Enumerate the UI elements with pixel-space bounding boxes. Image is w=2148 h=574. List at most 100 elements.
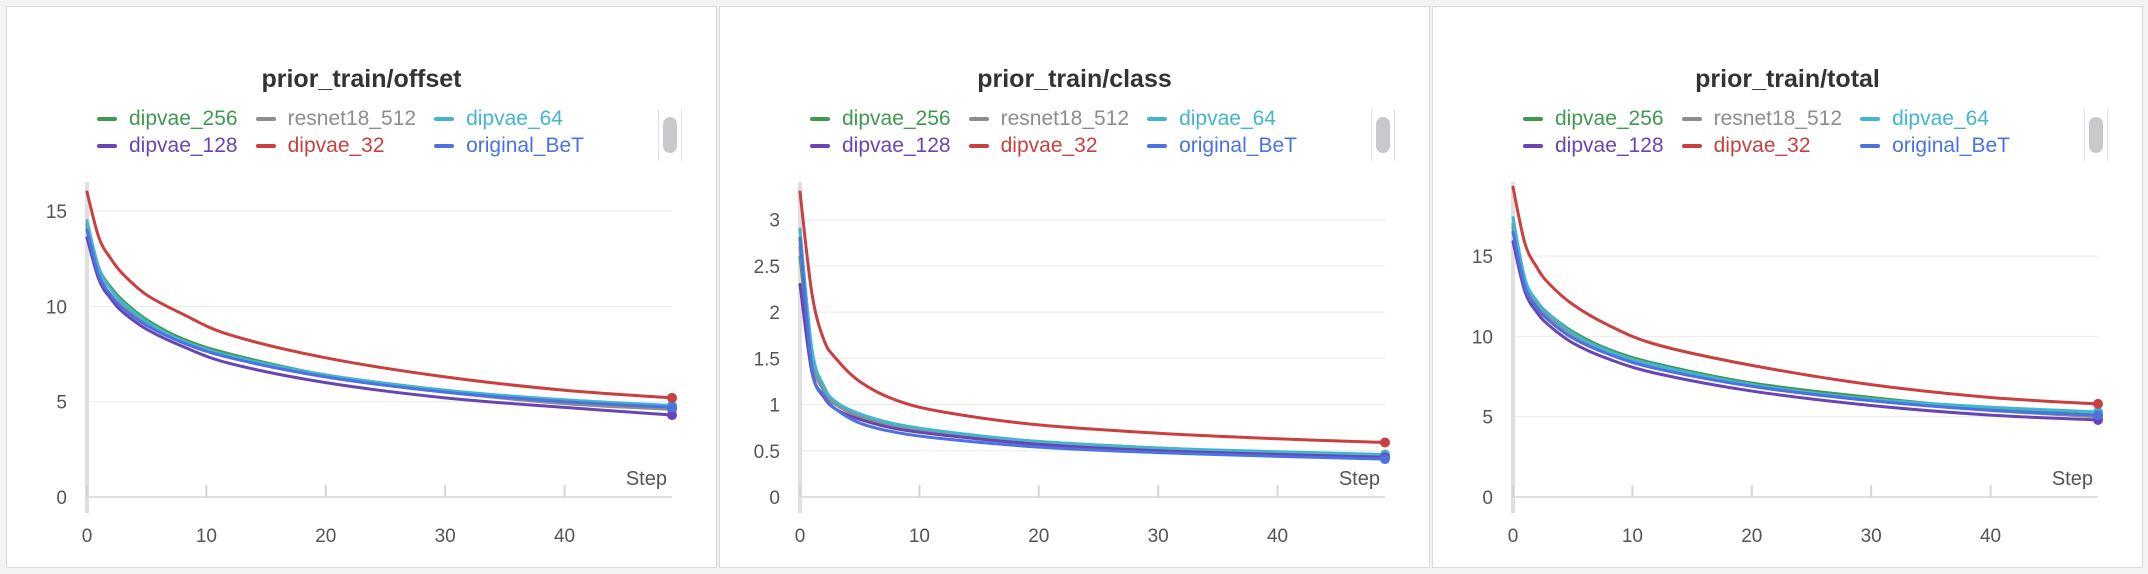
- legend-scrollbar[interactable]: [658, 109, 682, 161]
- legend-swatch: [968, 144, 989, 148]
- y-tick-label: 2.5: [754, 257, 780, 278]
- legend-item-original-bet[interactable]: original_BeT: [434, 134, 584, 158]
- series-endpoint-dipvae-128: [667, 410, 677, 421]
- legend-label: resnet18_512: [287, 107, 417, 130]
- chart-panel-total: prior_train/total dipvae_256 resnet18_51…: [1432, 6, 2143, 568]
- x-tick-label: 20: [1741, 526, 1762, 547]
- legend-scroll-thumb[interactable]: [663, 117, 677, 153]
- line-chart-offset: 0 5 10 15 0 10 20 30 40 Step: [46, 182, 677, 547]
- chart-panel-offset: prior_train/offset dipvae_256 resnet18_5…: [6, 6, 717, 568]
- line-chart-total: 0 5 10 15 0 10 20 30 40 Step: [1472, 182, 2103, 547]
- legend-swatch: [97, 117, 117, 121]
- legend-swatch: [1523, 144, 1543, 148]
- legend-label: dipvae_32: [287, 134, 385, 157]
- y-tick-label: 1.5: [754, 349, 780, 370]
- legend-scrollbar[interactable]: [2084, 109, 2108, 161]
- chart-legend: dipvae_256 resnet18_512 dipvae_64 dipvae…: [97, 107, 657, 158]
- chart-title: prior_train/offset: [261, 65, 462, 93]
- y-tick-label: 5: [56, 393, 67, 414]
- chart-legend: dipvae_256 resnet18_512 dipvae_64 dipvae…: [810, 107, 1370, 158]
- y-tick-label: 0.5: [754, 442, 780, 463]
- legend-swatch: [1147, 144, 1168, 148]
- y-tick-label: 2: [769, 303, 780, 324]
- legend-item-original-bet[interactable]: original_BeT: [1860, 134, 2010, 158]
- legend-item-dipvae-64[interactable]: dipvae_64: [1147, 107, 1297, 131]
- x-tick-label: 40: [1980, 526, 2001, 547]
- series-line-original-bet: [85, 228, 674, 409]
- x-tick-label: 20: [315, 526, 336, 547]
- legend-label: dipvae_32: [1000, 134, 1098, 157]
- legend-swatch: [1523, 117, 1543, 121]
- legend-item-dipvae-64[interactable]: dipvae_64: [1860, 107, 2010, 131]
- series-endpoint-dipvae-32: [2093, 398, 2103, 409]
- y-tick-label: 3: [769, 211, 780, 232]
- chart-legend: dipvae_256 resnet18_512 dipvae_64 dipvae…: [1523, 107, 2083, 158]
- y-tick-label: 10: [1472, 327, 1493, 348]
- legend-swatch: [810, 117, 830, 121]
- legend-item-original-bet[interactable]: original_BeT: [1147, 134, 1297, 158]
- legend-label: dipvae_256: [842, 107, 951, 130]
- legend-label: original_BeT: [1179, 134, 1297, 157]
- series-line-dipvae-32: [1511, 185, 2100, 406]
- y-tick-label: 1: [769, 396, 780, 417]
- series-line-dipvae-32: [798, 190, 1387, 444]
- legend-label: dipvae_64: [1892, 107, 1989, 130]
- x-tick-label: 10: [196, 526, 217, 547]
- legend-item-dipvae-32[interactable]: dipvae_32: [968, 134, 1129, 158]
- x-tick-label: 30: [1148, 526, 1169, 547]
- series-line-dipvae-64: [798, 227, 1387, 456]
- legend-item-dipvae-32[interactable]: dipvae_32: [255, 134, 416, 158]
- series-line-dipvae-32: [85, 190, 674, 400]
- legend-item-resnet18-512[interactable]: resnet18_512: [1681, 107, 1842, 131]
- legend-item-resnet18-512[interactable]: resnet18_512: [255, 107, 417, 131]
- series-line-original-bet: [798, 236, 1387, 461]
- legend-label: dipvae_64: [1179, 107, 1276, 130]
- legend-swatch: [434, 144, 455, 148]
- x-axis-label: Step: [2052, 468, 2093, 490]
- legend-item-dipvae-256[interactable]: dipvae_256: [97, 107, 238, 131]
- chart-title: prior_train/class: [977, 65, 1172, 93]
- legend-item-dipvae-64[interactable]: dipvae_64: [434, 107, 584, 131]
- legend-swatch: [1681, 117, 1702, 121]
- legend-label: original_BeT: [1892, 134, 2010, 157]
- legend-scroll-thumb[interactable]: [1376, 117, 1390, 153]
- legend-swatch: [97, 144, 117, 148]
- legend-swatch: [810, 144, 830, 148]
- x-tick-label: 30: [435, 526, 456, 547]
- series-endpoint-original-bet: [2093, 410, 2103, 421]
- y-tick-label: 15: [46, 202, 67, 223]
- x-tick-label: 10: [909, 526, 930, 547]
- x-tick-label: 30: [1861, 526, 1882, 547]
- legend-swatch: [1860, 117, 1881, 121]
- legend-item-dipvae-128[interactable]: dipvae_128: [97, 134, 238, 158]
- legend-swatch: [434, 117, 455, 121]
- legend-label: resnet18_512: [1000, 107, 1130, 130]
- legend-swatch: [1147, 117, 1168, 121]
- legend-item-resnet18-512[interactable]: resnet18_512: [968, 107, 1130, 131]
- legend-swatch: [1860, 144, 1881, 148]
- legend-item-dipvae-256[interactable]: dipvae_256: [1523, 107, 1664, 131]
- y-tick-label: 0: [1482, 488, 1493, 509]
- x-axis-label: Step: [1339, 468, 1380, 490]
- legend-scroll-thumb[interactable]: [2089, 117, 2103, 153]
- legend-label: dipvae_128: [129, 134, 238, 157]
- x-tick-label: 10: [1622, 526, 1643, 547]
- series-endpoint-original-bet: [667, 402, 677, 413]
- chart-panel-class: prior_train/class dipvae_256 resnet18_51…: [719, 6, 1430, 568]
- legend-label: dipvae_128: [1555, 134, 1664, 157]
- x-tick-label: 0: [1508, 526, 1519, 547]
- legend-swatch: [1681, 144, 1702, 148]
- x-tick-label: 40: [554, 526, 575, 547]
- legend-swatch: [968, 117, 989, 121]
- legend-item-dipvae-32[interactable]: dipvae_32: [1681, 134, 1842, 158]
- legend-scrollbar[interactable]: [1371, 109, 1395, 161]
- legend-item-dipvae-256[interactable]: dipvae_256: [810, 107, 951, 131]
- legend-item-dipvae-128[interactable]: dipvae_128: [1523, 134, 1664, 158]
- series-endpoint-dipvae-32: [1380, 437, 1390, 448]
- y-tick-label: 15: [1472, 247, 1493, 268]
- x-tick-label: 20: [1028, 526, 1049, 547]
- y-tick-label: 0: [56, 488, 67, 509]
- legend-item-dipvae-128[interactable]: dipvae_128: [810, 134, 951, 158]
